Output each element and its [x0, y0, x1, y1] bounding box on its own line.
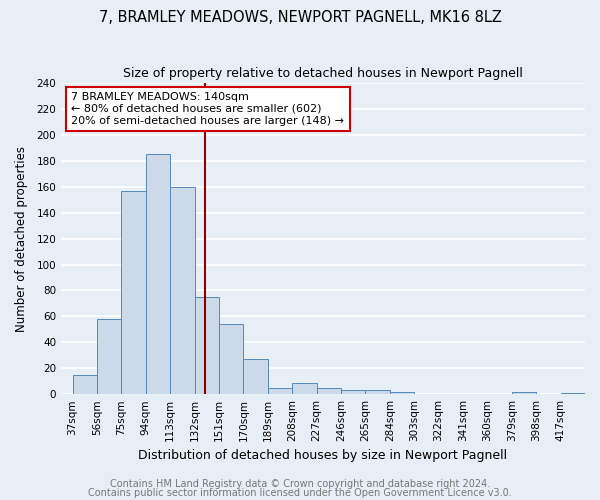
- Text: Contains public sector information licensed under the Open Government Licence v3: Contains public sector information licen…: [88, 488, 512, 498]
- Text: 7 BRAMLEY MEADOWS: 140sqm
← 80% of detached houses are smaller (602)
20% of semi: 7 BRAMLEY MEADOWS: 140sqm ← 80% of detac…: [71, 92, 344, 126]
- Bar: [560, 393, 585, 394]
- Bar: [244, 359, 268, 394]
- Bar: [146, 154, 170, 394]
- Bar: [219, 324, 244, 394]
- Bar: [317, 388, 341, 394]
- Bar: [121, 190, 146, 394]
- Text: 7, BRAMLEY MEADOWS, NEWPORT PAGNELL, MK16 8LZ: 7, BRAMLEY MEADOWS, NEWPORT PAGNELL, MK1…: [98, 10, 502, 25]
- Bar: [341, 390, 365, 394]
- Bar: [170, 187, 194, 394]
- X-axis label: Distribution of detached houses by size in Newport Pagnell: Distribution of detached houses by size …: [139, 450, 508, 462]
- Bar: [292, 382, 317, 394]
- Bar: [194, 297, 219, 394]
- Bar: [512, 392, 536, 394]
- Y-axis label: Number of detached properties: Number of detached properties: [15, 146, 28, 332]
- Bar: [390, 392, 414, 394]
- Text: Contains HM Land Registry data © Crown copyright and database right 2024.: Contains HM Land Registry data © Crown c…: [110, 479, 490, 489]
- Bar: [97, 319, 121, 394]
- Bar: [268, 388, 292, 394]
- Bar: [73, 374, 97, 394]
- Bar: [365, 390, 390, 394]
- Title: Size of property relative to detached houses in Newport Pagnell: Size of property relative to detached ho…: [123, 68, 523, 80]
